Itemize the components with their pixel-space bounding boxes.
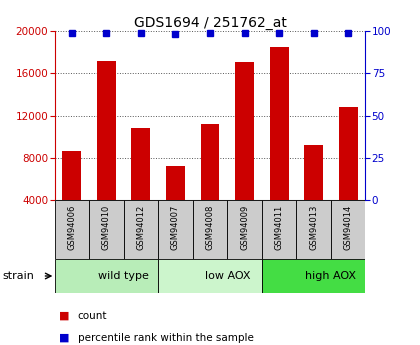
- Bar: [304, 145, 323, 242]
- Bar: [193, 200, 227, 259]
- Bar: [200, 124, 220, 242]
- Text: low AOX: low AOX: [205, 271, 250, 281]
- Text: ■: ■: [59, 333, 69, 343]
- Bar: [270, 47, 289, 242]
- Bar: [262, 259, 365, 293]
- Bar: [166, 166, 185, 242]
- Text: GSM94013: GSM94013: [309, 205, 318, 250]
- Bar: [297, 200, 331, 259]
- Bar: [97, 61, 116, 242]
- Bar: [131, 128, 150, 242]
- Text: GSM94008: GSM94008: [205, 205, 215, 250]
- Text: GSM94012: GSM94012: [136, 205, 145, 250]
- Bar: [158, 200, 193, 259]
- Bar: [235, 62, 254, 242]
- Bar: [262, 200, 297, 259]
- Text: wild type: wild type: [98, 271, 149, 281]
- Text: GSM94010: GSM94010: [102, 205, 111, 250]
- Text: GSM94006: GSM94006: [67, 205, 76, 250]
- Bar: [63, 151, 81, 242]
- Bar: [55, 200, 89, 259]
- Text: high AOX: high AOX: [305, 271, 356, 281]
- Text: count: count: [78, 311, 107, 321]
- Bar: [331, 200, 365, 259]
- Text: GSM94014: GSM94014: [344, 205, 353, 250]
- Bar: [158, 259, 262, 293]
- Text: GSM94009: GSM94009: [240, 205, 249, 250]
- Text: GSM94011: GSM94011: [275, 205, 284, 250]
- Bar: [55, 259, 158, 293]
- Text: strain: strain: [2, 271, 34, 281]
- Text: percentile rank within the sample: percentile rank within the sample: [78, 333, 254, 343]
- Text: GSM94007: GSM94007: [171, 205, 180, 250]
- Bar: [339, 107, 357, 242]
- Bar: [89, 200, 123, 259]
- Text: ■: ■: [59, 311, 69, 321]
- Bar: [123, 200, 158, 259]
- Title: GDS1694 / 251762_at: GDS1694 / 251762_at: [134, 16, 286, 30]
- Bar: [227, 200, 262, 259]
